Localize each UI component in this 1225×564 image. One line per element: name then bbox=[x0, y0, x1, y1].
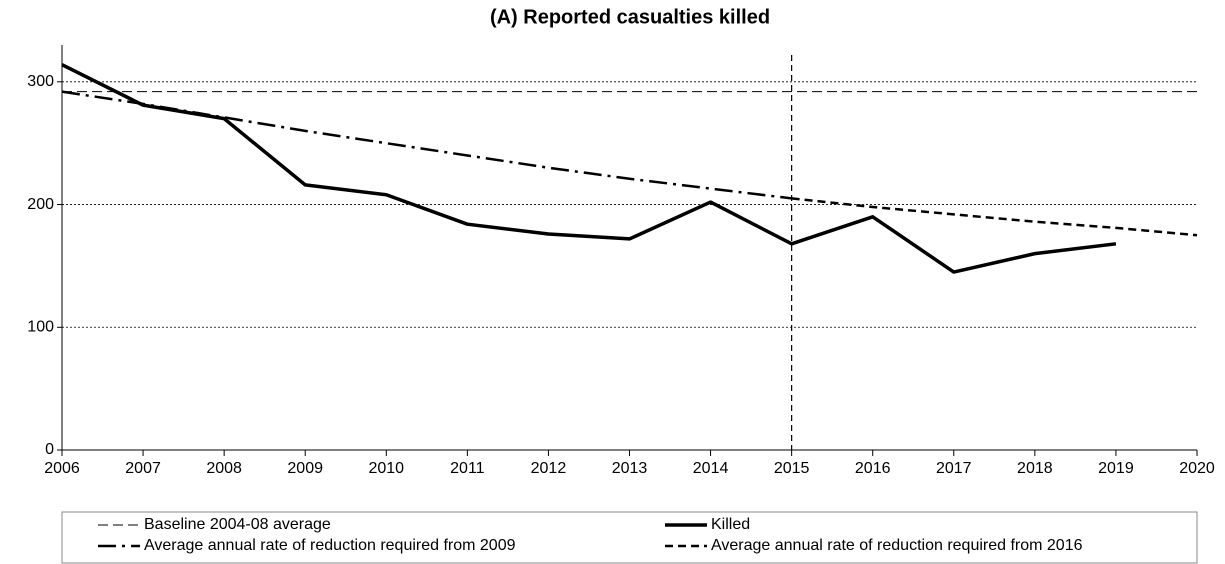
y-tick-label: 300 bbox=[27, 73, 54, 90]
x-tick-label: 2018 bbox=[1017, 460, 1053, 477]
x-tick-label: 2016 bbox=[855, 460, 891, 477]
legend-label: Baseline 2004-08 average bbox=[144, 516, 331, 533]
y-tick-label: 0 bbox=[45, 441, 54, 458]
x-tick-label: 2020 bbox=[1179, 460, 1215, 477]
series-line bbox=[61, 90, 792, 200]
x-tick-label: 2013 bbox=[612, 460, 648, 477]
legend-box bbox=[61, 511, 1198, 564]
x-tick-label: 2007 bbox=[125, 460, 161, 477]
x-tick-label: 2014 bbox=[693, 460, 729, 477]
x-tick-label: 2011 bbox=[450, 460, 485, 477]
x-tick-label: 2012 bbox=[531, 460, 567, 477]
x-tick-label: 2008 bbox=[206, 460, 242, 477]
legend-label: Average annual rate of reduction require… bbox=[711, 537, 1083, 554]
x-tick-label: 2019 bbox=[1098, 460, 1134, 477]
legend-label: Average annual rate of reduction require… bbox=[144, 537, 516, 554]
y-tick-label: 100 bbox=[27, 318, 54, 335]
x-tick-label: 2015 bbox=[774, 460, 810, 477]
x-tick-label: 2006 bbox=[44, 460, 80, 477]
legend-label: Killed bbox=[711, 516, 750, 533]
chart-title: (A) Reported casualties killed bbox=[490, 6, 770, 28]
series-line bbox=[791, 197, 1198, 237]
series-line bbox=[61, 63, 1117, 274]
x-tick-label: 2009 bbox=[287, 460, 323, 477]
y-tick-label: 200 bbox=[27, 196, 54, 213]
x-tick-label: 2017 bbox=[936, 460, 972, 477]
x-tick-label: 2010 bbox=[368, 460, 404, 477]
